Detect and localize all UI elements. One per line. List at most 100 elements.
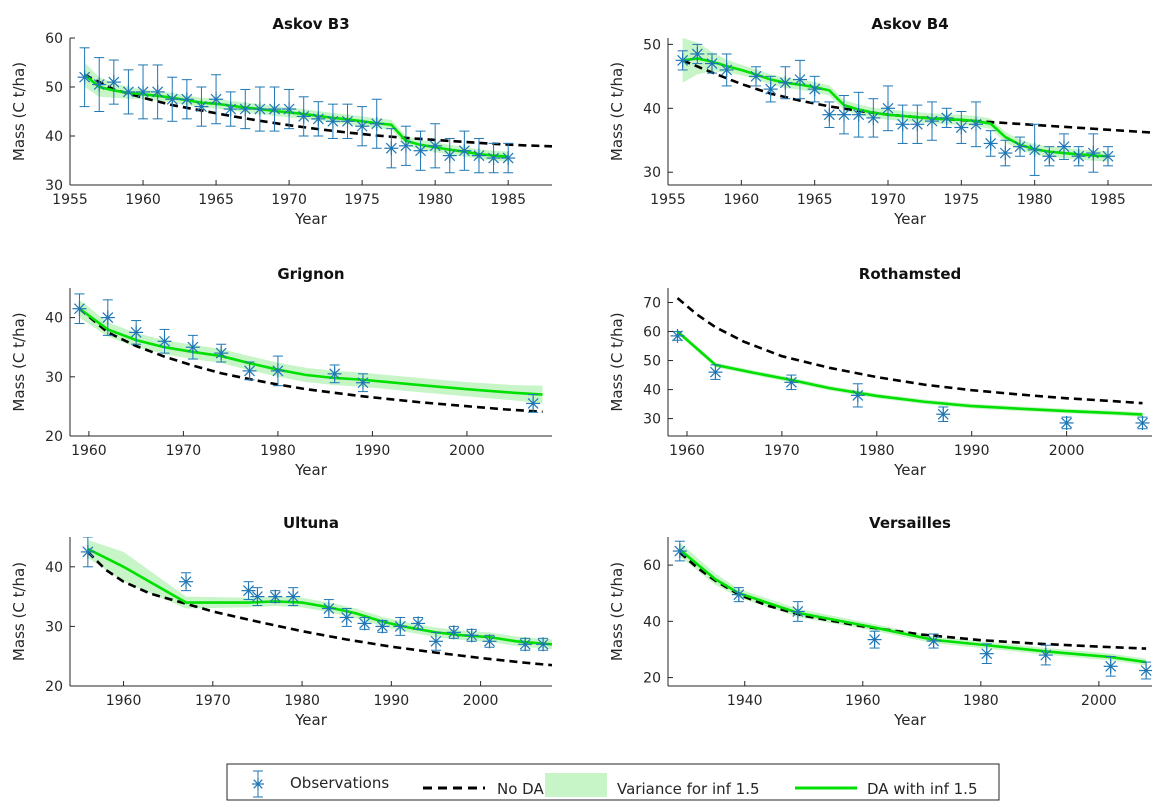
legend-item-no-da: No DA [423, 780, 544, 798]
observation-point [939, 107, 954, 128]
x-tick-label: 1960 [106, 693, 142, 709]
observation-point [242, 361, 257, 381]
observation-marker [471, 148, 486, 163]
plot-area [672, 540, 1152, 680]
plot-area [72, 293, 543, 414]
observation-point [1042, 146, 1057, 167]
variance-band [79, 299, 543, 404]
y-tick-label: 40 [45, 129, 63, 145]
observation-marker [925, 114, 939, 129]
observation-point [340, 103, 355, 139]
observation-point [129, 320, 144, 345]
x-tick-label: 1970 [195, 693, 231, 709]
observation-point [790, 601, 805, 622]
observation-point [375, 619, 390, 634]
variance-band [682, 38, 1108, 162]
observation-marker [355, 375, 370, 390]
y-tick-label: 40 [643, 383, 661, 399]
observation-point [784, 374, 799, 391]
observation-point [355, 106, 370, 147]
chart-title: Askov B3 [272, 15, 349, 33]
observation-point [268, 589, 283, 604]
observation-marker [719, 62, 734, 77]
observation-marker [778, 75, 793, 90]
x-tick-label: 1940 [727, 693, 763, 709]
observation-point [150, 64, 165, 120]
observation-point [983, 130, 998, 157]
observation-marker [157, 334, 172, 349]
observation-point [241, 581, 256, 601]
observation-marker [926, 634, 941, 649]
observation-point [670, 328, 685, 343]
x-tick-label: 1990 [954, 443, 990, 459]
observation-marker [446, 625, 461, 640]
variance-band [679, 542, 1147, 666]
y-axis-label: Mass (C t/ha) [608, 62, 626, 161]
x-axis-label: Year [893, 461, 927, 479]
observation-point [214, 343, 229, 363]
observation-marker [214, 346, 229, 361]
x-tick-label: 1960 [71, 443, 107, 459]
observation-point [457, 130, 472, 171]
y-tick-label: 50 [45, 80, 63, 96]
observation-point [77, 47, 92, 108]
observation-marker [165, 92, 180, 107]
observation-marker [881, 101, 895, 116]
observation-marker [998, 146, 1013, 161]
observation-marker [270, 363, 285, 378]
observation-point [464, 628, 479, 643]
observation-point [518, 637, 533, 652]
observation-point [369, 98, 384, 149]
x-tick-label: 1970 [271, 192, 307, 208]
observation-marker [837, 107, 851, 122]
observation-marker [910, 117, 925, 132]
observation-point [822, 101, 837, 128]
observation-point [690, 43, 705, 65]
x-axis-label: Year [294, 210, 328, 228]
observation-marker [708, 365, 723, 380]
observation-point [286, 587, 301, 607]
observation-marker [1059, 415, 1074, 430]
observation-point [106, 59, 121, 105]
observation-marker [482, 634, 497, 649]
observation-marker [267, 102, 282, 117]
observation-marker [457, 143, 472, 158]
observation-point [925, 101, 939, 141]
observation-point [311, 101, 326, 137]
observation-marker [185, 340, 200, 355]
observation-marker [150, 84, 165, 99]
observation-marker [311, 111, 326, 126]
observation-marker [72, 301, 87, 316]
observation-marker [268, 589, 283, 604]
observation-marker [179, 92, 194, 107]
x-tick-label: 1985 [490, 192, 526, 208]
observation-marker [241, 583, 256, 598]
x-tick-label: 1970 [870, 192, 906, 208]
legend-observations-label: Observations [290, 774, 389, 792]
observation-marker [375, 619, 390, 634]
legend-item-da: DA with inf 1.5 [795, 780, 978, 798]
observation-marker [954, 120, 969, 135]
observation-marker [793, 72, 807, 87]
plot-area [77, 47, 552, 174]
observation-marker [822, 107, 837, 122]
observation-marker [690, 46, 705, 61]
observation-point [708, 364, 723, 380]
observation-point [1071, 146, 1086, 167]
y-tick-label: 50 [643, 354, 661, 370]
observation-point [72, 293, 87, 325]
observation-point [413, 130, 428, 171]
y-tick-label: 30 [45, 619, 63, 635]
legend-box [226, 763, 1000, 801]
observation-marker [518, 637, 533, 652]
no-da-line [682, 59, 1152, 134]
legend-variance-label: Variance for inf 1.5 [617, 780, 760, 798]
observation-marker [536, 637, 551, 652]
legend-item-observations: Observations [252, 770, 389, 798]
observation-point [321, 599, 336, 618]
observation-marker [339, 610, 354, 625]
legend-variance-swatch [545, 773, 607, 797]
x-tick-label: 1980 [417, 192, 453, 208]
observation-marker [1038, 648, 1053, 663]
observation-point [165, 76, 180, 122]
